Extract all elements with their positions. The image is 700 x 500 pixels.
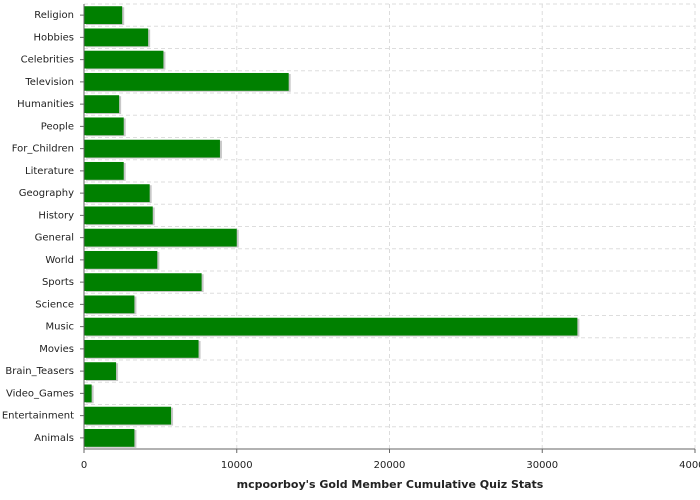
y-tick-label: Literature (25, 166, 74, 177)
bar (84, 50, 164, 69)
y-tick-label: Video_Games (6, 388, 74, 399)
y-tick-label: Animals (34, 433, 74, 444)
y-tick-label: For_Children (12, 144, 74, 155)
bar (84, 228, 237, 247)
x-axis-title: mcpoorboy's Gold Member Cumulative Quiz … (237, 478, 544, 491)
y-tick-label: Geography (19, 188, 74, 199)
bar (84, 184, 150, 203)
x-tick-label: 20000 (374, 460, 406, 471)
x-tick-label: 40000 (679, 460, 700, 471)
bar (84, 273, 202, 292)
bar (84, 295, 135, 314)
x-tick-label: 30000 (526, 460, 558, 471)
bar (84, 206, 153, 225)
bar (84, 139, 220, 158)
bar (84, 428, 135, 447)
y-tick-label: Television (24, 77, 74, 88)
y-tick-label: Hobbies (34, 32, 74, 43)
bar (84, 384, 92, 403)
y-tick-label: Movies (39, 344, 74, 355)
y-tick-label: History (38, 210, 74, 221)
bar (84, 250, 158, 269)
y-tick-label: People (41, 121, 74, 132)
y-tick-label: Science (35, 299, 74, 310)
bar (84, 161, 124, 180)
bar (84, 339, 199, 358)
y-tick-label: Celebrities (21, 55, 74, 66)
y-tick-label: Sports (42, 277, 74, 288)
bar (84, 317, 578, 336)
bar (84, 6, 123, 25)
bar (84, 95, 120, 114)
y-tick-label: World (45, 255, 74, 266)
y-tick-label: Humanities (17, 99, 74, 110)
y-tick-label: Music (46, 322, 74, 333)
bar (84, 72, 289, 91)
bar (84, 28, 149, 47)
bar (84, 406, 172, 425)
bar (84, 362, 117, 381)
x-tick-label: 0 (81, 460, 87, 471)
y-tick-label: Brain_Teasers (5, 366, 74, 377)
y-tick-label: General (35, 233, 74, 244)
bar (84, 117, 124, 136)
y-tick-label: Entertainment (2, 411, 74, 422)
x-tick-label: 10000 (221, 460, 253, 471)
y-tick-label: Religion (34, 10, 74, 21)
